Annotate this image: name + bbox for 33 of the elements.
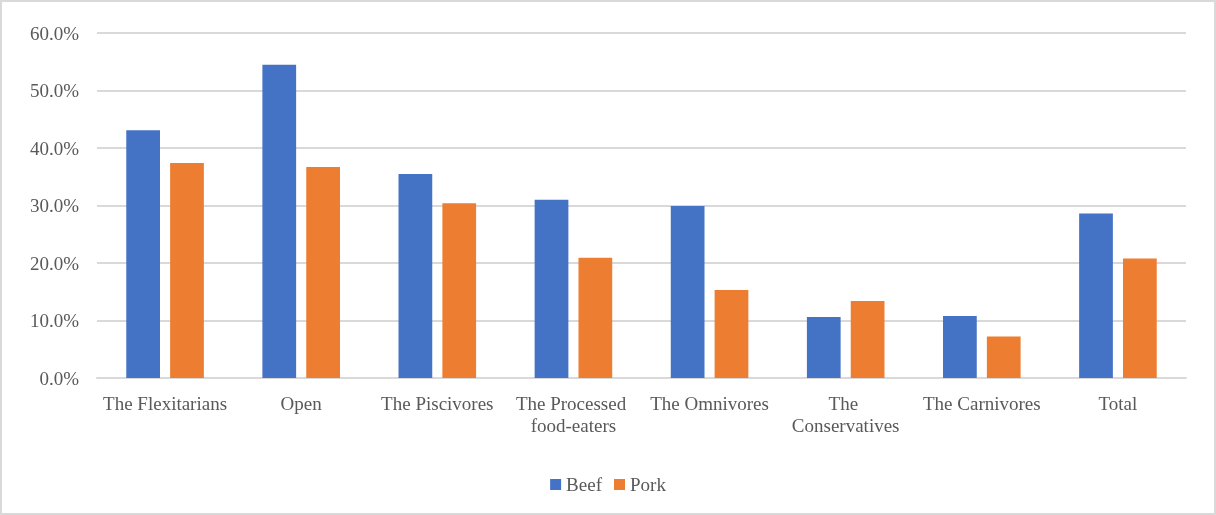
bar: [398, 173, 433, 378]
y-tick-label: 20.0%: [29, 252, 80, 274]
x-tick-label: The Processed food-eaters: [515, 392, 631, 436]
x-tick-label: The Piscivores: [381, 392, 494, 414]
legend-label: Pork: [629, 474, 667, 495]
bar: [170, 162, 204, 378]
legend-label: Beef: [566, 474, 603, 495]
x-tick-label: Open: [280, 392, 323, 414]
bar: [262, 64, 297, 378]
bar: [850, 300, 885, 378]
bar: [943, 315, 977, 378]
bar: [578, 257, 613, 378]
bar: [670, 206, 705, 378]
x-tick-label: The Flexitarians: [103, 392, 228, 414]
y-tick-label: 0.0%: [39, 367, 80, 389]
bar: [1079, 213, 1113, 378]
bar: [1123, 258, 1157, 378]
x-tick-label: The Omnivores: [650, 392, 769, 414]
y-tick-label: 10.0%: [29, 310, 80, 331]
bar: [986, 336, 1021, 378]
x-tick-label: The Conservatives: [791, 392, 900, 436]
bar: [714, 290, 749, 378]
bar: [806, 317, 841, 378]
bar: [534, 199, 569, 378]
bar: [126, 130, 160, 378]
y-tick-label: 40.0%: [29, 137, 80, 159]
y-tick-label: 60.0%: [29, 22, 80, 44]
x-tick-label: Total: [1098, 392, 1138, 414]
bar: [306, 166, 340, 378]
y-tick-label: 50.0%: [29, 80, 80, 101]
y-tick-label: 30.0%: [29, 195, 80, 216]
x-tick-label: The Carnivores: [922, 392, 1041, 414]
bar: [442, 203, 477, 378]
